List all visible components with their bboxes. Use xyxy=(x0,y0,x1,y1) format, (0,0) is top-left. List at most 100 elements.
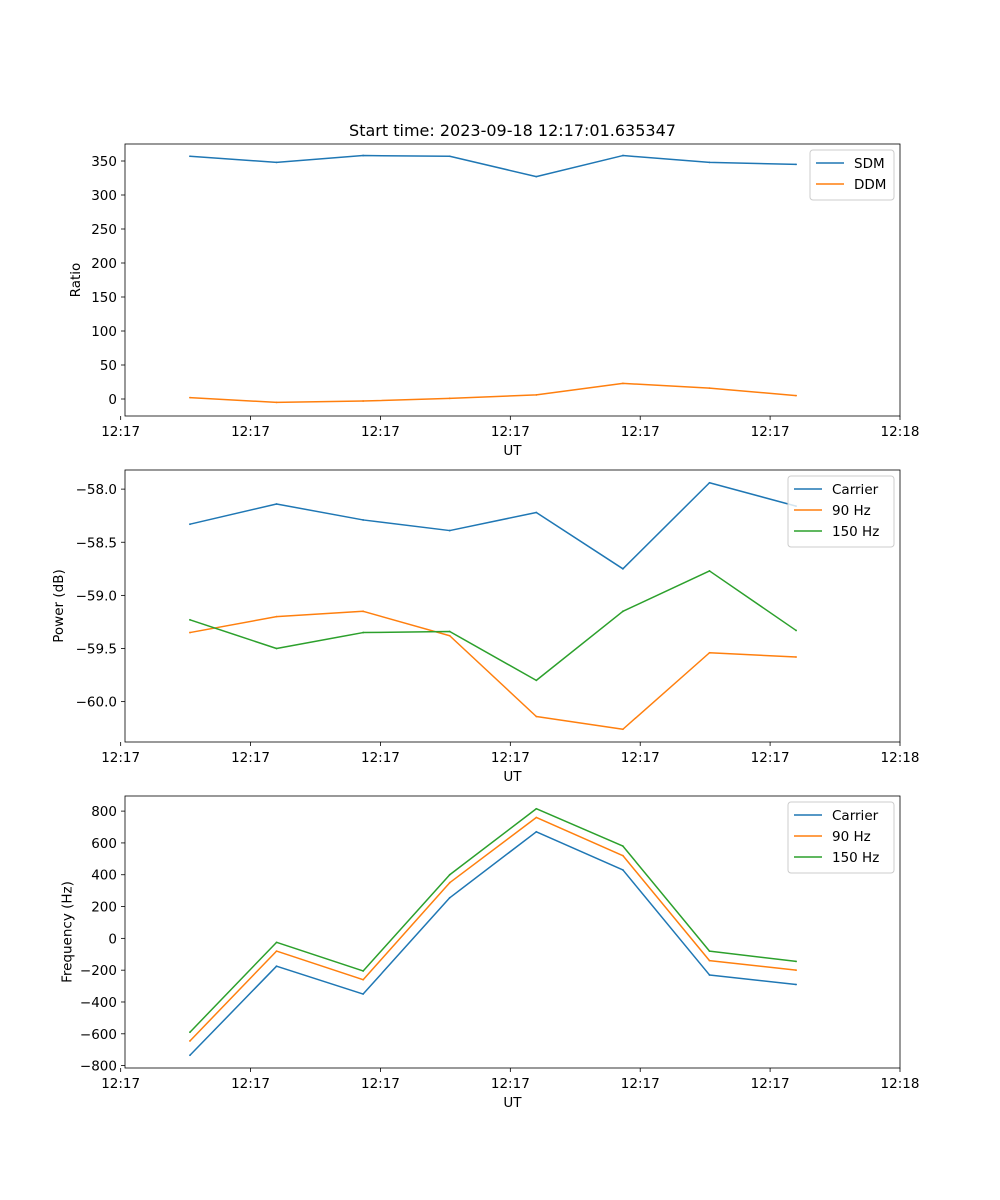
y-tick-label: 200 xyxy=(91,256,117,272)
data-point-sdm xyxy=(622,154,624,157)
y-axis-label: Frequency (Hz) xyxy=(59,881,75,983)
data-point-150-hz xyxy=(189,1031,191,1034)
series-line-sdm xyxy=(189,154,797,178)
data-point-90-hz xyxy=(535,715,538,718)
x-tick-label: 12:17 xyxy=(621,1076,660,1092)
data-point-ddm xyxy=(708,387,711,390)
y-tick-label: −800 xyxy=(80,1059,117,1075)
data-point-sdm xyxy=(708,161,711,164)
legend-label-carrier: Carrier xyxy=(832,482,879,498)
data-point-150-hz xyxy=(795,960,797,963)
data-point-150-hz xyxy=(448,873,451,876)
legend-label-carrier: Carrier xyxy=(832,808,879,824)
x-tick-label: 12:17 xyxy=(621,424,660,440)
y-tick-label: −60.0 xyxy=(76,695,117,711)
panel-1: 12:17 12:17 12:17 12:17 12:17 12:17 12:18 0 50 10… xyxy=(68,143,920,459)
series-line-ddm xyxy=(189,382,797,404)
data-point-sdm xyxy=(795,163,797,166)
data-point-carrier xyxy=(448,896,451,899)
data-point-150-hz xyxy=(622,610,624,613)
y-tick-label: −59.5 xyxy=(76,642,117,658)
chart-title: Start time: 2023-09-18 12:17:01.635347 xyxy=(349,121,676,140)
series-line-90-hz xyxy=(189,816,797,1042)
legend-label-90-hz: 90 Hz xyxy=(832,829,871,845)
data-point-90-hz xyxy=(362,610,365,613)
data-point-90-hz xyxy=(795,969,797,972)
x-tick-label: 12:17 xyxy=(491,1076,530,1092)
y-tick-label: 200 xyxy=(91,900,117,916)
legend-label-150-hz: 150 Hz xyxy=(832,850,879,866)
x-tick-label: 12:17 xyxy=(621,750,660,766)
data-point-90-hz xyxy=(275,615,278,618)
data-point-150-hz xyxy=(795,629,797,632)
x-tick-label: 12:17 xyxy=(101,1076,140,1092)
series-line-90-hz xyxy=(189,610,797,730)
y-tick-label: 250 xyxy=(91,222,117,238)
panels: 12:17 12:17 12:17 12:17 12:17 12:17 12:18 0 50 10… xyxy=(51,143,920,1111)
data-point-90-hz xyxy=(448,881,451,884)
data-point-ddm xyxy=(448,397,451,400)
data-point-carrier xyxy=(275,965,278,968)
x-tick-label: 12:17 xyxy=(751,1076,790,1092)
y-tick-label: −400 xyxy=(80,995,117,1011)
data-point-150-hz xyxy=(362,970,365,972)
data-point-carrier xyxy=(275,503,278,505)
data-point-90-hz xyxy=(622,854,624,857)
data-point-sdm xyxy=(535,175,538,178)
data-point-sdm xyxy=(362,154,365,157)
plot-frame xyxy=(124,469,901,743)
x-tick-label: 12:18 xyxy=(881,750,920,766)
x-tick-label: 12:17 xyxy=(101,750,140,766)
data-point-90-hz xyxy=(362,978,365,981)
y-tick-label: 400 xyxy=(91,868,117,884)
legend-label-90-hz: 90 Hz xyxy=(832,503,871,519)
x-tick-label: 12:18 xyxy=(881,424,920,440)
panel-2: 12:17 12:17 12:17 12:17 12:17 12:17 12:18 −60.0… xyxy=(51,469,920,785)
data-point-carrier xyxy=(708,974,711,976)
data-point-carrier xyxy=(622,869,624,871)
data-point-carrier xyxy=(189,1054,191,1057)
legend-box xyxy=(787,801,895,874)
y-axis-label: Ratio xyxy=(68,263,84,298)
x-tick-label: 12:17 xyxy=(361,750,400,766)
y-tick-label: −600 xyxy=(80,1027,117,1043)
data-point-carrier xyxy=(708,481,711,484)
data-point-carrier xyxy=(535,511,538,514)
x-tick-label: 12:17 xyxy=(751,424,790,440)
y-tick-label: 50 xyxy=(100,358,117,374)
x-axis-label: UT xyxy=(503,1095,522,1111)
x-tick-label: 12:17 xyxy=(361,1076,400,1092)
y-tick-label: −59.0 xyxy=(76,588,117,604)
data-point-150-hz xyxy=(189,618,191,621)
series-line-carrier xyxy=(189,831,797,1056)
data-point-150-hz xyxy=(535,807,538,810)
data-point-ddm xyxy=(535,394,538,396)
y-tick-label: 100 xyxy=(91,324,117,340)
x-tick-label: 12:17 xyxy=(231,424,270,440)
data-point-90-hz xyxy=(189,1040,191,1042)
legend: Carrier 90 Hz 150 Hz xyxy=(787,801,895,874)
data-point-150-hz xyxy=(275,941,278,944)
series-line-150-hz xyxy=(189,807,797,1033)
data-point-150-hz xyxy=(622,845,624,848)
data-point-ddm xyxy=(362,400,365,402)
legend: SDM DDM xyxy=(809,149,895,201)
data-point-150-hz xyxy=(708,950,711,952)
data-point-90-hz xyxy=(708,651,711,654)
y-tick-label: 800 xyxy=(91,804,117,820)
legend-label-150-hz: 150 Hz xyxy=(832,524,879,540)
y-tick-label: 0 xyxy=(108,392,117,408)
data-point-sdm xyxy=(189,155,191,158)
data-point-sdm xyxy=(275,161,278,164)
data-point-150-hz xyxy=(535,679,538,682)
y-tick-label: 600 xyxy=(91,836,117,852)
data-point-150-hz xyxy=(708,570,711,572)
data-point-carrier xyxy=(795,983,797,986)
data-point-90-hz xyxy=(622,728,624,731)
data-point-90-hz xyxy=(535,816,538,819)
data-point-sdm xyxy=(448,155,451,158)
data-point-ddm xyxy=(189,396,191,399)
series-line-150-hz xyxy=(189,570,797,682)
data-point-90-hz xyxy=(448,634,451,637)
data-point-150-hz xyxy=(448,630,451,633)
